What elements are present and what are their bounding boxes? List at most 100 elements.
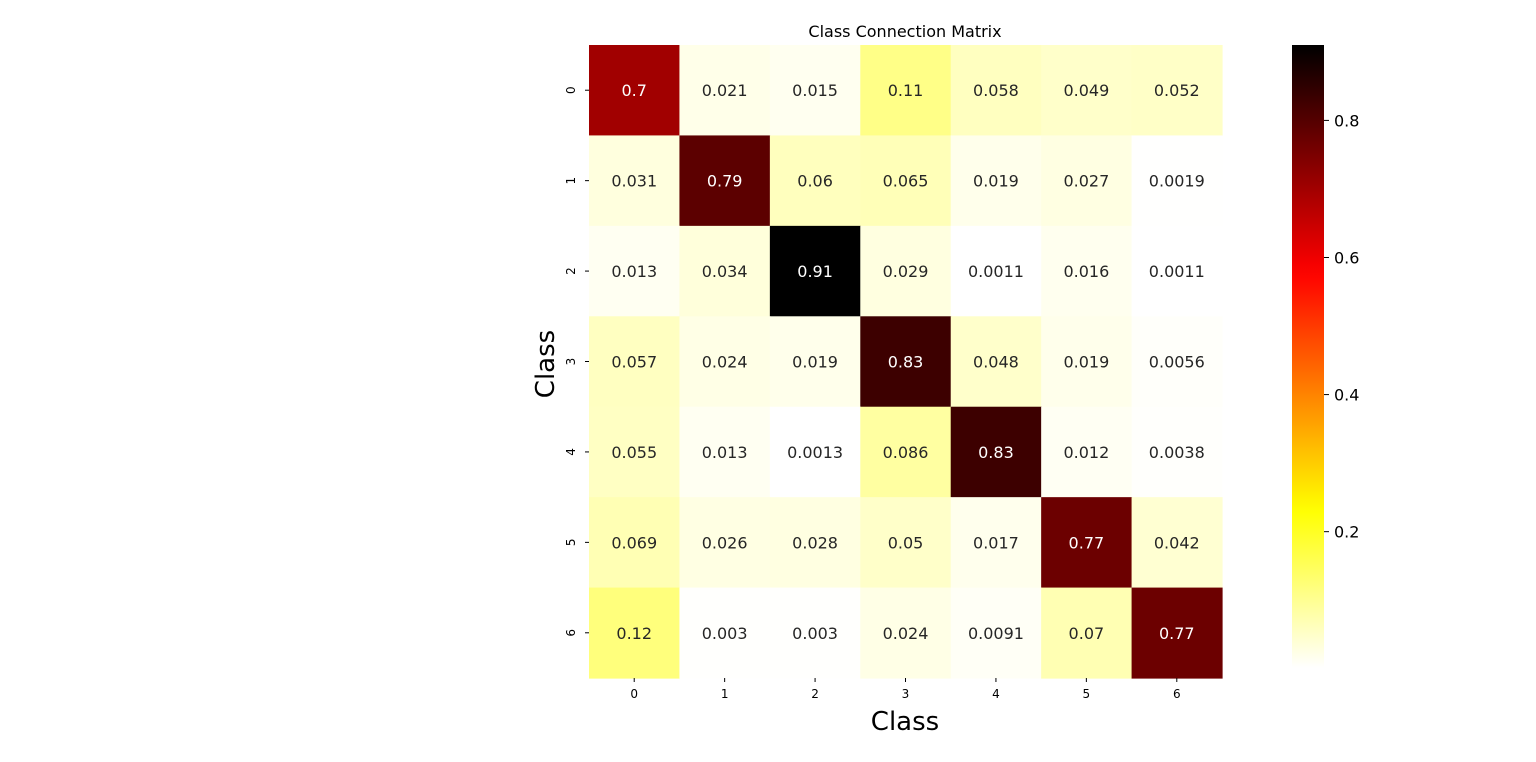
heatmap-cell xyxy=(769,406,861,498)
y-axis-label: Class xyxy=(531,330,561,398)
cell-value-label: 0.052 xyxy=(1154,81,1200,100)
heatmap-cell xyxy=(950,587,1042,679)
cell-value-label: 0.77 xyxy=(1159,624,1195,643)
cell-value-label: 0.79 xyxy=(707,172,743,191)
cell-value-label: 0.0056 xyxy=(1149,353,1205,372)
cell-value-label: 0.83 xyxy=(888,353,924,372)
cell-value-label: 0.91 xyxy=(797,262,833,281)
y-tick-label: 6 xyxy=(564,629,578,637)
heatmap-cell xyxy=(950,135,1042,227)
heatmap-cell xyxy=(860,316,952,408)
y-tick-label: 5 xyxy=(564,539,578,547)
heatmap-cell xyxy=(679,587,771,679)
x-tick-label: 4 xyxy=(992,687,1000,701)
cell-value-label: 0.0038 xyxy=(1149,443,1205,462)
cell-value-label: 0.003 xyxy=(792,624,838,643)
heatmap-cell xyxy=(679,135,771,227)
cell-value-label: 0.027 xyxy=(1063,172,1109,191)
heatmap-cell xyxy=(950,225,1042,317)
heatmap-cell xyxy=(1041,225,1133,317)
colorbar-tick-label: 0.4 xyxy=(1334,386,1359,405)
cell-value-label: 0.048 xyxy=(973,353,1019,372)
heatmap-cell xyxy=(1041,406,1133,498)
heatmap-cell xyxy=(1041,45,1133,137)
heatmap-cell xyxy=(1131,225,1223,317)
x-tick-label: 0 xyxy=(630,687,638,701)
heatmap-cell xyxy=(589,316,681,408)
x-axis-ticks: 0 1 2 3 4 5 6 xyxy=(630,678,1181,701)
cell-value-label: 0.07 xyxy=(1069,624,1105,643)
heatmap-cell xyxy=(1131,497,1223,589)
cell-value-label: 0.028 xyxy=(792,533,838,552)
colorbar-tick-label: 0.8 xyxy=(1334,111,1359,130)
heatmap-cell xyxy=(1131,135,1223,227)
y-tick-label: 3 xyxy=(564,358,578,366)
heatmap-cell xyxy=(769,316,861,408)
heatmap-cell xyxy=(589,497,681,589)
heatmap-cell xyxy=(860,497,952,589)
heatmap-cell xyxy=(950,45,1042,137)
cell-value-label: 0.11 xyxy=(888,81,924,100)
colorbar-tick-label: 0.6 xyxy=(1334,248,1359,267)
heatmap-cell xyxy=(769,225,861,317)
cell-value-label: 0.058 xyxy=(973,81,1019,100)
cell-value-label: 0.019 xyxy=(1063,353,1109,372)
cell-value-label: 0.019 xyxy=(792,353,838,372)
cell-value-label: 0.057 xyxy=(611,353,657,372)
cell-value-label: 0.0013 xyxy=(787,443,843,462)
heatmap-cell-labels: 0.7 0.021 0.015 0.11 0.058 0.049 0.052 0.031 0.7… xyxy=(611,81,1204,643)
x-axis-label: Class xyxy=(871,707,939,737)
cell-value-label: 0.086 xyxy=(883,443,929,462)
cell-value-label: 0.012 xyxy=(1063,443,1109,462)
y-axis-ticks: 0 1 2 3 4 5 6 xyxy=(564,86,589,637)
heatmap-cell xyxy=(1041,497,1133,589)
colorbar-tick-label: 0.2 xyxy=(1334,523,1359,542)
chart-title: Class Connection Matrix xyxy=(808,22,1001,41)
cell-value-label: 0.05 xyxy=(888,533,924,552)
cell-value-label: 0.049 xyxy=(1063,81,1109,100)
x-tick-label: 6 xyxy=(1173,687,1181,701)
heatmap-cell xyxy=(1041,135,1133,227)
heatmap-cell xyxy=(679,225,771,317)
heatmap-cell xyxy=(1131,45,1223,137)
y-tick-label: 1 xyxy=(564,177,578,185)
heatmap-cell xyxy=(769,135,861,227)
x-tick-label: 3 xyxy=(902,687,910,701)
cell-value-label: 0.069 xyxy=(611,533,657,552)
heatmap-cell xyxy=(950,497,1042,589)
heatmap-cell xyxy=(769,587,861,679)
cell-value-label: 0.031 xyxy=(611,172,657,191)
cell-value-label: 0.019 xyxy=(973,172,1019,191)
x-tick-label: 2 xyxy=(811,687,819,701)
heatmap-cell xyxy=(950,316,1042,408)
cell-value-label: 0.77 xyxy=(1069,533,1105,552)
cell-value-label: 0.013 xyxy=(702,443,748,462)
cell-value-label: 0.024 xyxy=(702,353,748,372)
heatmap-cell xyxy=(769,45,861,137)
cell-value-label: 0.029 xyxy=(883,262,929,281)
cell-value-label: 0.055 xyxy=(611,443,657,462)
heatmap-cell xyxy=(589,45,681,137)
heatmap-cell xyxy=(589,406,681,498)
heatmap-cell xyxy=(860,587,952,679)
heatmap-cell xyxy=(589,587,681,679)
heatmap-cell xyxy=(950,406,1042,498)
cell-value-label: 0.013 xyxy=(611,262,657,281)
cell-value-label: 0.034 xyxy=(702,262,748,281)
heatmap-cell xyxy=(1131,316,1223,408)
heatmap-cell xyxy=(860,406,952,498)
cell-value-label: 0.003 xyxy=(702,624,748,643)
cell-value-label: 0.042 xyxy=(1154,533,1200,552)
x-tick-label: 1 xyxy=(721,687,729,701)
cell-value-label: 0.015 xyxy=(792,81,838,100)
heatmap-cell xyxy=(1131,406,1223,498)
cell-value-label: 0.7 xyxy=(621,81,646,100)
cell-value-label: 0.06 xyxy=(797,172,833,191)
heatmap-cell xyxy=(769,497,861,589)
heatmap-cell xyxy=(679,316,771,408)
heatmap-cell xyxy=(860,45,952,137)
cell-value-label: 0.026 xyxy=(702,533,748,552)
heatmap-cells xyxy=(589,45,1223,679)
cell-value-label: 0.016 xyxy=(1063,262,1109,281)
